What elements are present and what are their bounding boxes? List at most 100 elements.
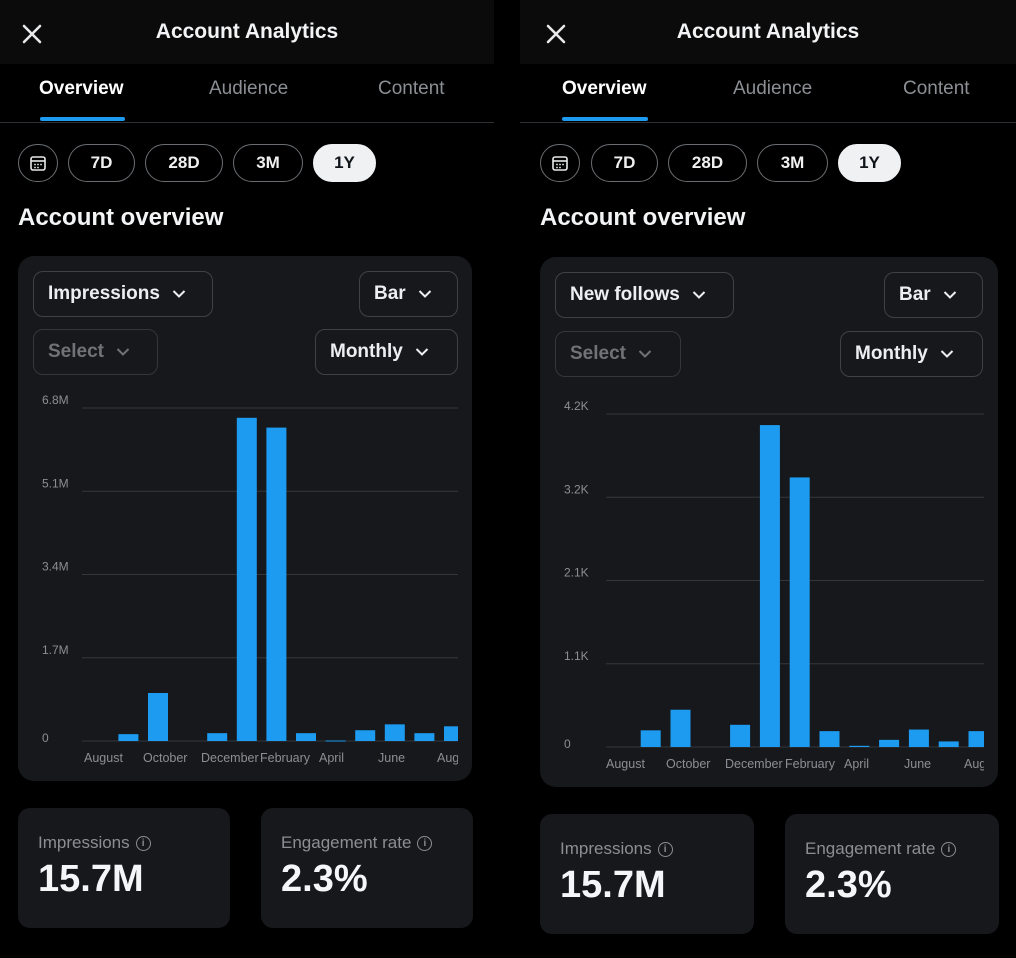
calendar-icon — [30, 156, 46, 171]
engagement-stat-value: 2.3% — [805, 864, 892, 906]
chevron-down-icon — [172, 290, 186, 298]
bar — [414, 733, 435, 741]
chevron-down-icon — [638, 350, 652, 358]
range-1y-button[interactable]: 1Y — [838, 144, 901, 182]
interval-dropdown-label: Monthly — [330, 341, 403, 362]
range-7d-button[interactable]: 7D — [591, 144, 658, 182]
impressions-stat-label: Impressions — [560, 839, 652, 858]
page-title: Account Analytics — [676, 20, 860, 43]
compare-dropdown-label: Select — [48, 341, 104, 362]
tab-overview[interactable]: Overview — [562, 78, 647, 99]
impressions-stat-value: 15.7M — [560, 864, 666, 906]
x-tick-label: April — [319, 751, 344, 765]
range-1y-button[interactable]: 1Y — [313, 144, 376, 182]
tab-bar: Overview Audience Content — [520, 64, 1016, 123]
x-tick-label: October — [666, 757, 710, 771]
chart-type-dropdown-label: Bar — [374, 283, 406, 304]
calendar-button[interactable] — [540, 144, 580, 182]
engagement-stat-value: 2.3% — [281, 858, 368, 900]
bar — [819, 731, 840, 747]
bar — [670, 709, 691, 747]
x-tick-label: February — [260, 751, 311, 765]
y-tick-label: 1.1K — [564, 649, 589, 663]
bar — [384, 724, 405, 741]
close-icon[interactable] — [542, 20, 570, 48]
calendar-button[interactable] — [18, 144, 58, 182]
compare-dropdown[interactable]: Select — [33, 329, 158, 375]
x-tick-label: June — [378, 751, 405, 765]
bar — [355, 730, 376, 741]
range-28d-button[interactable]: 28D — [145, 144, 223, 182]
x-tick-label: December — [201, 751, 259, 765]
impressions-stat-label: Impressions — [38, 833, 130, 852]
interval-dropdown[interactable]: Monthly — [315, 329, 458, 375]
tab-overview[interactable]: Overview — [39, 78, 124, 99]
x-tick-label: October — [143, 751, 187, 765]
calendar-icon — [552, 156, 568, 171]
interval-dropdown-label: Monthly — [855, 343, 928, 364]
bar — [236, 417, 257, 741]
tab-content[interactable]: Content — [378, 78, 445, 99]
bar — [938, 741, 959, 747]
chevron-down-icon — [940, 350, 954, 358]
bar — [325, 740, 346, 742]
y-tick-label: 3.2K — [564, 482, 589, 496]
tab-active-indicator — [40, 117, 125, 121]
close-icon[interactable] — [18, 20, 46, 48]
range-3m-button[interactable]: 3M — [233, 144, 303, 182]
info-icon[interactable]: i — [417, 835, 433, 851]
info-icon[interactable]: i — [135, 835, 151, 851]
x-tick-label: August — [606, 757, 645, 771]
header-bar: Account Analytics — [0, 0, 494, 64]
engagement-stat-card: Engagement rate i 2.3% — [785, 814, 999, 934]
interval-dropdown[interactable]: Monthly — [840, 331, 983, 377]
page-title: Account Analytics — [155, 20, 339, 43]
engagement-stat-label: Engagement rate — [805, 839, 936, 858]
chevron-down-icon — [415, 348, 429, 356]
range-7d-button[interactable]: 7D — [68, 144, 135, 182]
tab-audience[interactable]: Audience — [209, 78, 289, 99]
x-tick-label: December — [725, 757, 783, 771]
chevron-down-icon — [116, 348, 130, 356]
metric-dropdown[interactable]: New follows — [555, 272, 734, 318]
metric-dropdown[interactable]: Impressions — [33, 271, 213, 317]
x-tick-label: June — [904, 757, 931, 771]
bar — [640, 730, 661, 747]
y-tick-label: 2.1K — [564, 566, 589, 580]
x-tick-label: Aug — [964, 757, 986, 771]
y-tick-label: 4.2K — [564, 399, 589, 413]
y-tick-label: 5.1M — [42, 476, 69, 490]
section-title: Account overview — [540, 204, 746, 231]
chart-type-dropdown[interactable]: Bar — [359, 271, 458, 317]
range-3m-button[interactable]: 3M — [757, 144, 828, 182]
header-bar: Account Analytics — [520, 0, 1016, 64]
x-tick-label: August — [84, 751, 123, 765]
chevron-down-icon — [692, 291, 706, 299]
chart-type-dropdown[interactable]: Bar — [884, 272, 983, 318]
y-tick-label: 3.4M — [42, 560, 69, 574]
info-icon[interactable]: i — [941, 841, 957, 857]
compare-dropdown-label: Select — [570, 343, 626, 364]
bar — [849, 745, 870, 747]
impressions-stat-card: Impressions i 15.7M — [540, 814, 754, 934]
analytics-panel-right: Account Analytics Overview Audience Cont… — [520, 0, 1016, 958]
info-icon[interactable]: i — [657, 841, 673, 857]
bars-group — [118, 417, 458, 742]
bar — [118, 734, 139, 741]
tab-audience[interactable]: Audience — [733, 78, 813, 99]
tab-content[interactable]: Content — [903, 78, 970, 99]
compare-dropdown[interactable]: Select — [555, 331, 681, 377]
bar-chart: 4.2K 3.2K 2.1K 1.1K 0 August October December Fe… — [564, 399, 986, 771]
chart-card: Impressions Bar Select Monthly 6.8M 5.1M 3… — [18, 256, 472, 781]
analytics-panel-left: Account Analytics Overview Audience Cont… — [0, 0, 494, 958]
bar — [444, 726, 458, 741]
bar — [908, 729, 929, 747]
bar — [789, 477, 810, 747]
bars-group — [640, 425, 984, 747]
impressions-stat-value: 15.7M — [38, 858, 144, 900]
range-28d-button[interactable]: 28D — [668, 144, 747, 182]
bar — [730, 724, 751, 747]
engagement-stat-card: Engagement rate i 2.3% — [261, 808, 473, 928]
tab-active-indicator — [562, 117, 648, 121]
x-labels-group: August October December February April June Au… — [606, 757, 986, 771]
